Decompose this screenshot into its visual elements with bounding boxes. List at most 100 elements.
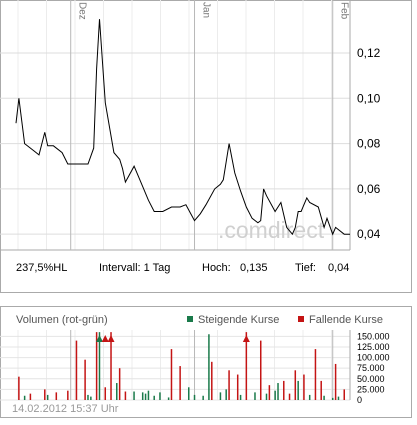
volume-grid (0, 330, 351, 401)
volume-bar (116, 383, 118, 400)
volume-bar (268, 385, 271, 400)
volume-bar (55, 392, 58, 400)
volume-bar (323, 395, 325, 400)
volume-overflow-marker (101, 335, 109, 342)
legend-falling: Fallende Kurse (298, 314, 383, 326)
volume-bar (67, 390, 69, 400)
high-label: Hoch: (202, 262, 231, 274)
interval-value: Intervall: 1 Tag (99, 262, 171, 274)
volume-bar (202, 395, 204, 400)
price-grid (0, 0, 351, 251)
watermark: .comdirect (218, 217, 325, 243)
volume-bar (294, 370, 297, 400)
volume-bar (141, 392, 144, 400)
volume-bar (225, 389, 227, 400)
volume-bar (167, 397, 170, 400)
price-y-tick-labels: 0,04 0,06 0,08 0,10 0,12 (357, 46, 381, 241)
legend-rising-label: Steigende Kurse (198, 314, 280, 326)
volume-bar (343, 389, 345, 400)
legend-rising: Steigende Kurse (187, 314, 279, 326)
volume-bar (219, 392, 222, 400)
x-tick-label: Jan (201, 2, 212, 18)
volume-bar (236, 374, 239, 400)
y-tick-label: 75.000 (357, 363, 385, 373)
volume-bar (239, 394, 242, 400)
volume-bar (159, 392, 161, 400)
volume-bar (18, 376, 20, 400)
volume-bar (110, 332, 112, 400)
volume-bar (95, 332, 98, 400)
y-tick-label: 0,08 (357, 137, 381, 151)
volume-bar (314, 349, 317, 400)
volume-bar (265, 393, 268, 400)
y-tick-label: 0,06 (357, 182, 381, 196)
volume-chart-frame (0, 306, 412, 418)
volume-bar (334, 363, 337, 400)
volume-bar (283, 380, 285, 400)
volume-bar (133, 391, 135, 400)
volume-bar (259, 340, 262, 400)
volume-bar (254, 392, 256, 400)
volume-bars (18, 332, 345, 400)
volume-bar (104, 387, 107, 400)
high-value: 0,135 (240, 262, 268, 274)
volume-bar (170, 349, 173, 400)
volume-bar (274, 390, 276, 400)
volume-bar (87, 394, 89, 400)
low-value: 0,04 (328, 262, 350, 274)
volume-bar (331, 397, 334, 400)
y-tick-label: 0,10 (357, 91, 381, 105)
x-tick-label: Dez (77, 2, 88, 20)
volume-bar (147, 390, 150, 400)
volume-bar (337, 396, 340, 400)
price-series-line (15, 19, 350, 236)
volume-bar (211, 361, 213, 400)
price-x-tick-labels: Dez Jan Feb (70, 0, 350, 250)
volume-bar (75, 340, 78, 400)
volume-bar (144, 393, 147, 400)
volume-bar (193, 394, 196, 400)
timestamp: 14.02.2012 15:37 Uhr (12, 403, 119, 415)
volume-bar (188, 387, 190, 400)
volume-bar (297, 380, 299, 400)
volume-overflow-marker (242, 335, 250, 342)
volume-bar (179, 366, 181, 400)
volume-bar (84, 359, 86, 400)
y-tick-label: 150.000 (357, 331, 390, 341)
legend-falling-label: Fallende Kurse (309, 314, 383, 326)
y-tick-label: 125.000 (357, 342, 390, 352)
volume-bar (308, 394, 311, 400)
volume-bar (303, 374, 305, 400)
volume-bar (44, 389, 46, 400)
legend-falling-swatch (298, 316, 304, 322)
volume-bar (124, 391, 127, 400)
volume-bar (29, 393, 32, 400)
y-tick-label: 0,04 (357, 227, 381, 241)
volume-bar (208, 334, 210, 400)
x-tick-label: Feb (339, 2, 350, 20)
volume-title: Volumen (rot-grün) (16, 314, 108, 326)
y-tick-label: 100.000 (357, 353, 390, 363)
low-label: Tief: (295, 262, 316, 274)
legend-rising-swatch (187, 316, 193, 322)
volume-bar (46, 394, 49, 400)
volume-bar (153, 395, 155, 400)
volume-overflow-marker (107, 335, 115, 342)
y-tick-label: 0 (357, 395, 362, 405)
volume-bar (90, 396, 92, 400)
volume-bar (320, 380, 322, 400)
stats-bar: 237,5%HL Intervall: 1 Tag Hoch: 0,135 Ti… (0, 262, 410, 282)
volume-bar (245, 332, 248, 400)
y-tick-label: 0,12 (357, 46, 381, 60)
volume-bar (23, 395, 26, 400)
price-chart-frame (0, 0, 412, 293)
y-tick-label: 25.000 (357, 384, 385, 394)
volume-bar (228, 370, 230, 400)
volume-bar (118, 368, 121, 400)
volume-bar (288, 393, 291, 400)
y-tick-label: 50.000 (357, 374, 385, 384)
volume-overflow-marker (96, 335, 103, 342)
volume-bar (98, 332, 101, 400)
